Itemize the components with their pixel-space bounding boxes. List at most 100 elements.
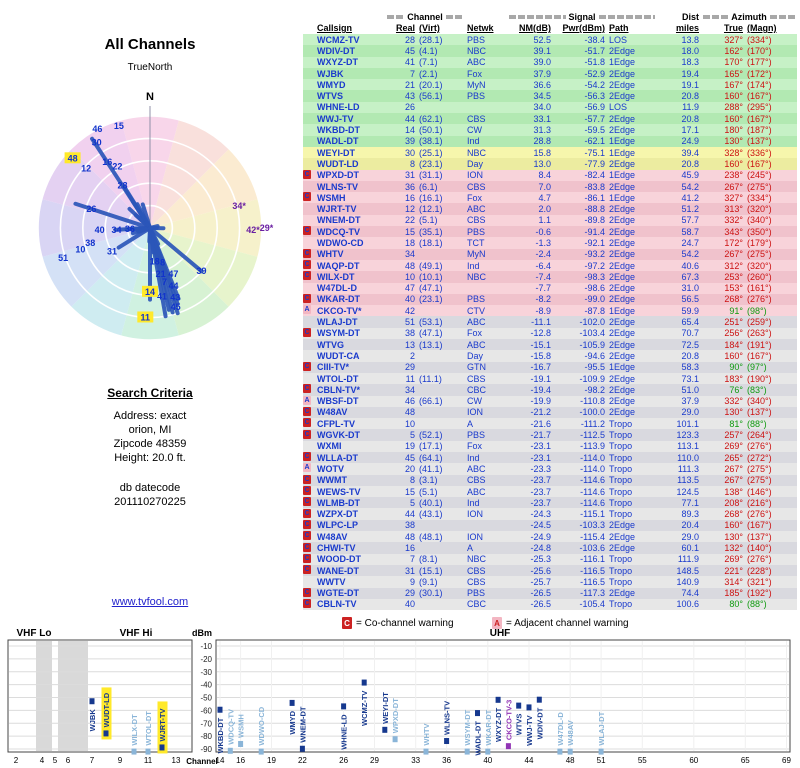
table-row: WDIV-DT 45 (4.1) NBC 39.1 -51.7 2Edge 18.0 162° (…	[303, 45, 797, 57]
path: 2Edge	[609, 113, 636, 124]
co-channel-warning-icon: C	[303, 508, 312, 518]
callsign-link[interactable]: WGTE-DT	[317, 588, 359, 599]
table-row: C WKAR-DT 40 (23.1) PBS -8.2 -99.0 2Edge 56.5 268…	[303, 293, 797, 306]
path: 2Edge	[609, 531, 636, 542]
callsign-link[interactable]: CHWI-TV	[317, 543, 356, 553]
path: 2Edge	[609, 520, 636, 531]
callsign-link[interactable]: WDIV-DT	[317, 45, 355, 56]
callsign-link[interactable]: WUDT-CA	[317, 350, 360, 361]
callsign-link[interactable]: WEYI-DT	[317, 147, 355, 158]
callsign-link[interactable]: WLNS-TV	[317, 181, 358, 192]
callsign-link[interactable]: WXYZ-DT	[317, 57, 358, 68]
noise-margin: -23.7	[530, 475, 551, 486]
co-channel-warning-icon: C	[303, 226, 312, 236]
callsign-link[interactable]: WSYM-DT	[317, 328, 360, 339]
chart-station-label: WKAR-DT	[484, 709, 493, 745]
co-channel-warning-icon: C	[303, 565, 312, 575]
callsign-link[interactable]: WEWS-TV	[317, 486, 361, 497]
callsign-link[interactable]: WLAJ-DT	[317, 317, 358, 328]
callsign-link[interactable]: W47DL-D	[317, 283, 357, 294]
callsign-link[interactable]: WJRT-TV	[317, 204, 357, 215]
chart-station-label: WHTV	[422, 723, 431, 745]
callsign-link[interactable]: W48AV	[317, 407, 348, 418]
callsign-link[interactable]: WWMT	[317, 475, 347, 486]
callsign-link[interactable]: WOOD-DT	[317, 554, 361, 565]
callsign-link[interactable]: WILX-DT	[317, 271, 355, 282]
callsign-link[interactable]: WKAR-DT	[317, 294, 360, 305]
warning-cell: C	[303, 452, 313, 463]
callsign-link[interactable]: WKBD-DT	[317, 125, 360, 136]
callsign-link[interactable]: WUDT-LD	[317, 158, 359, 169]
radar-channel-label: 12	[81, 163, 91, 173]
callsign-link[interactable]: WPXD-DT	[317, 170, 359, 181]
callsign-link[interactable]: WADL-DT	[317, 136, 359, 147]
path: 2Edge	[609, 350, 636, 361]
callsign-link[interactable]: WHTV	[317, 249, 344, 260]
noise-margin: 37.9	[533, 68, 551, 79]
callsign-link[interactable]: WSMH	[317, 192, 346, 203]
callsign-link[interactable]: WOTV	[317, 463, 344, 474]
callsign-link[interactable]: CBLN-TV	[317, 599, 357, 610]
callsign-link[interactable]: WMYD	[317, 79, 346, 90]
callsign-link[interactable]: WTVG	[317, 339, 344, 350]
radar-channel-label: 16	[102, 157, 112, 167]
power-dbm: -105.9	[579, 339, 605, 350]
callsign-link[interactable]: WANE-DT	[317, 565, 359, 576]
distance-miles: 24.7	[681, 237, 699, 248]
callsign-link[interactable]: CBLN-TV*	[317, 384, 360, 395]
path: 1Edge	[609, 170, 636, 181]
callsign-link[interactable]: CIII-TV*	[317, 362, 350, 373]
callsign-link[interactable]: WTOL-DT	[317, 373, 359, 384]
noise-margin: -19.1	[530, 373, 551, 384]
callsign-link[interactable]: WXMI	[317, 441, 342, 452]
real-channel: 12	[404, 204, 415, 215]
callsign-link[interactable]: WJBK	[317, 68, 344, 79]
network: ABC	[467, 317, 486, 328]
warning-cell: C	[303, 192, 313, 203]
callsign-link[interactable]: W48AV	[317, 531, 348, 542]
callsign-link[interactable]: WCMZ-TV	[317, 34, 360, 45]
svg-text:26: 26	[339, 756, 348, 765]
co-channel-warning-icon: C	[303, 384, 312, 394]
callsign-link[interactable]: WDCQ-TV	[317, 226, 360, 237]
azimuth-true: 288°	[724, 102, 743, 113]
warning-cell: C	[303, 384, 313, 395]
callsign-link[interactable]: WDWO-CD	[317, 237, 364, 248]
callsign-link[interactable]: WTVS	[317, 91, 343, 102]
chart-station-label: CKCO-TV-3	[504, 700, 513, 740]
path: 2Edge	[609, 328, 636, 339]
callsign-link[interactable]: WBSF-DT	[317, 396, 359, 407]
noise-margin: 4.7	[538, 192, 551, 203]
chart-station-label: WADL-DT	[474, 721, 483, 756]
tvfool-link[interactable]: www.tvfool.com	[111, 596, 189, 608]
azimuth-magnetic: (260°)	[747, 271, 772, 282]
callsign-link[interactable]: CKCO-TV*	[317, 305, 362, 316]
network: Fox	[467, 441, 483, 452]
callsign-link[interactable]: WAQP-DT	[317, 260, 360, 271]
callsign-link[interactable]: WLPC-LP	[317, 520, 358, 531]
noise-margin: 34.0	[533, 102, 551, 113]
azimuth-true: 221°	[724, 565, 743, 576]
radar-channel-label: 29*	[260, 223, 274, 233]
table-row: WMYD 21 (20.1) MyN 36.6 -54.2 2Edge 19.1 167° (17…	[303, 79, 797, 91]
callsign-link[interactable]: WNEM-DT	[317, 215, 361, 226]
distance-miles: 59.9	[681, 305, 699, 316]
radar-title: All Channels	[104, 36, 196, 53]
warning-cell: C	[303, 361, 313, 373]
callsign-link[interactable]: CFPL-TV	[317, 418, 355, 429]
svg-text:19: 19	[267, 756, 276, 765]
callsign-link[interactable]: WLMB-DT	[317, 497, 360, 508]
callsign-link[interactable]: WLLA-DT	[317, 452, 358, 463]
callsign-link[interactable]: WZPX-DT	[317, 509, 358, 520]
callsign-link[interactable]: WHNE-LD	[317, 102, 360, 113]
search-criteria-heading: Search Criteria	[107, 386, 193, 400]
callsign-link[interactable]: WGVK-DT	[317, 430, 360, 441]
chart-station-label: WILX-DT	[130, 714, 139, 746]
warning-cell: C	[303, 271, 313, 282]
callsign-link[interactable]: WWJ-TV	[317, 113, 354, 124]
svg-text:36: 36	[442, 756, 451, 765]
power-dbm: -116.5	[580, 576, 605, 587]
callsign-link[interactable]: WWTV	[317, 576, 346, 587]
distance-miles: 19.1	[681, 79, 699, 90]
